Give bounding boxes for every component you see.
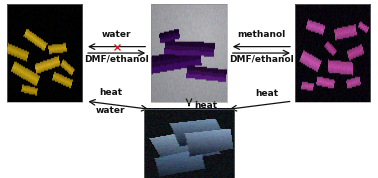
Bar [144,109,234,178]
Text: heat: heat [99,88,122,97]
Bar [295,4,370,102]
Bar [7,4,82,102]
Text: water: water [96,106,125,115]
Text: heat: heat [195,101,218,110]
Text: DMF/ethanol: DMF/ethanol [229,55,294,64]
Text: methanol: methanol [237,30,285,39]
Text: DMF/ethanol: DMF/ethanol [84,55,149,64]
Text: water: water [102,30,132,39]
Bar [151,4,227,102]
Text: heat: heat [256,89,279,98]
